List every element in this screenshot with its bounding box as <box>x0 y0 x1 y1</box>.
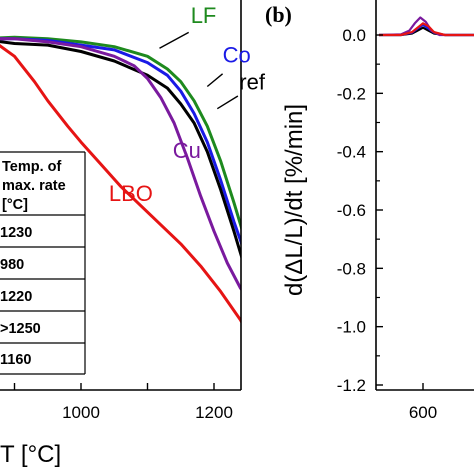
table-header-line-3: [°C] <box>2 197 28 213</box>
panel-b-letter: (b) <box>265 2 292 27</box>
series-line-ref <box>0 40 241 260</box>
series-label-ref: ref <box>239 70 266 95</box>
panel-b-x-ticks: 600 <box>409 383 437 422</box>
panel-b-y-tick-label: -0.4 <box>337 143 366 162</box>
panel-a: 1000 1200 T [°C] Temp. of max. rate [°C] … <box>0 0 257 468</box>
series-line-co <box>0 37 241 247</box>
panel-a-x-title: T [°C] <box>0 441 61 468</box>
series-label-co: Co <box>223 43 251 68</box>
table-header-line-1: Temp. of <box>2 159 62 175</box>
series-end-marker-lbo <box>253 344 257 348</box>
panel-a-x-tick-label: 1200 <box>195 403 233 422</box>
series-line-lbo <box>0 44 241 324</box>
series-label-lf: LF <box>191 3 217 28</box>
series-end-marker-co <box>253 293 257 297</box>
series-label-cu: Cu <box>173 138 201 163</box>
panel-a-x-ticks: 1000 1200 <box>13 383 233 422</box>
table-row-lbo: 980 <box>0 257 24 273</box>
label-leader-ref <box>216 95 239 110</box>
label-leader-co <box>206 73 224 88</box>
panel-a-series <box>0 35 257 348</box>
panel-a-x-tick-label: 1000 <box>62 403 100 422</box>
series-label-lbo: LBO <box>109 181 153 206</box>
panel-b-y-tick-label: -0.8 <box>337 259 366 278</box>
table-row-ref: 1230 <box>0 225 32 241</box>
panel-b-y-title: d(ΔL/L)/dt [%/min] <box>281 104 308 296</box>
panel-b-y-ticks: 0.0 -0.2 -0.4 -0.6 -0.8 -1.0 -1.2 <box>337 26 383 395</box>
panel-b-series-line-lbo <box>379 22 474 37</box>
max-rate-table: Temp. of max. rate [°C] 1230 980 1220 >1… <box>0 151 86 375</box>
series-end-marker-ref <box>253 315 257 319</box>
panel-b-series <box>378 16 474 37</box>
label-leader-lf <box>159 31 190 49</box>
table-row-co: 1220 <box>0 289 32 305</box>
panel-b-y-tick-label: -1.2 <box>337 376 366 395</box>
table-row-lf: >1250 <box>0 321 41 337</box>
panel-b-y-tick-label: 0.0 <box>342 26 366 45</box>
table-header-line-2: max. rate <box>2 178 66 194</box>
series-end-marker-cu <box>253 303 257 307</box>
panel-b: (b) 0.0 -0.2 -0.4 -0.6 -0.8 -1.0 -1.2 600 d(ΔL… <box>265 0 474 422</box>
table-row-cu: 1160 <box>0 352 31 368</box>
panel-b-y-tick-label: -0.6 <box>337 201 366 220</box>
series-line-lf <box>0 35 241 232</box>
panel-b-x-tick-label: 600 <box>409 403 437 422</box>
panel-b-y-tick-label: -1.0 <box>337 318 366 337</box>
series-line-cu <box>0 37 241 292</box>
panel-b-y-tick-label: -0.2 <box>337 84 366 103</box>
series-end-marker-lf <box>253 277 257 281</box>
